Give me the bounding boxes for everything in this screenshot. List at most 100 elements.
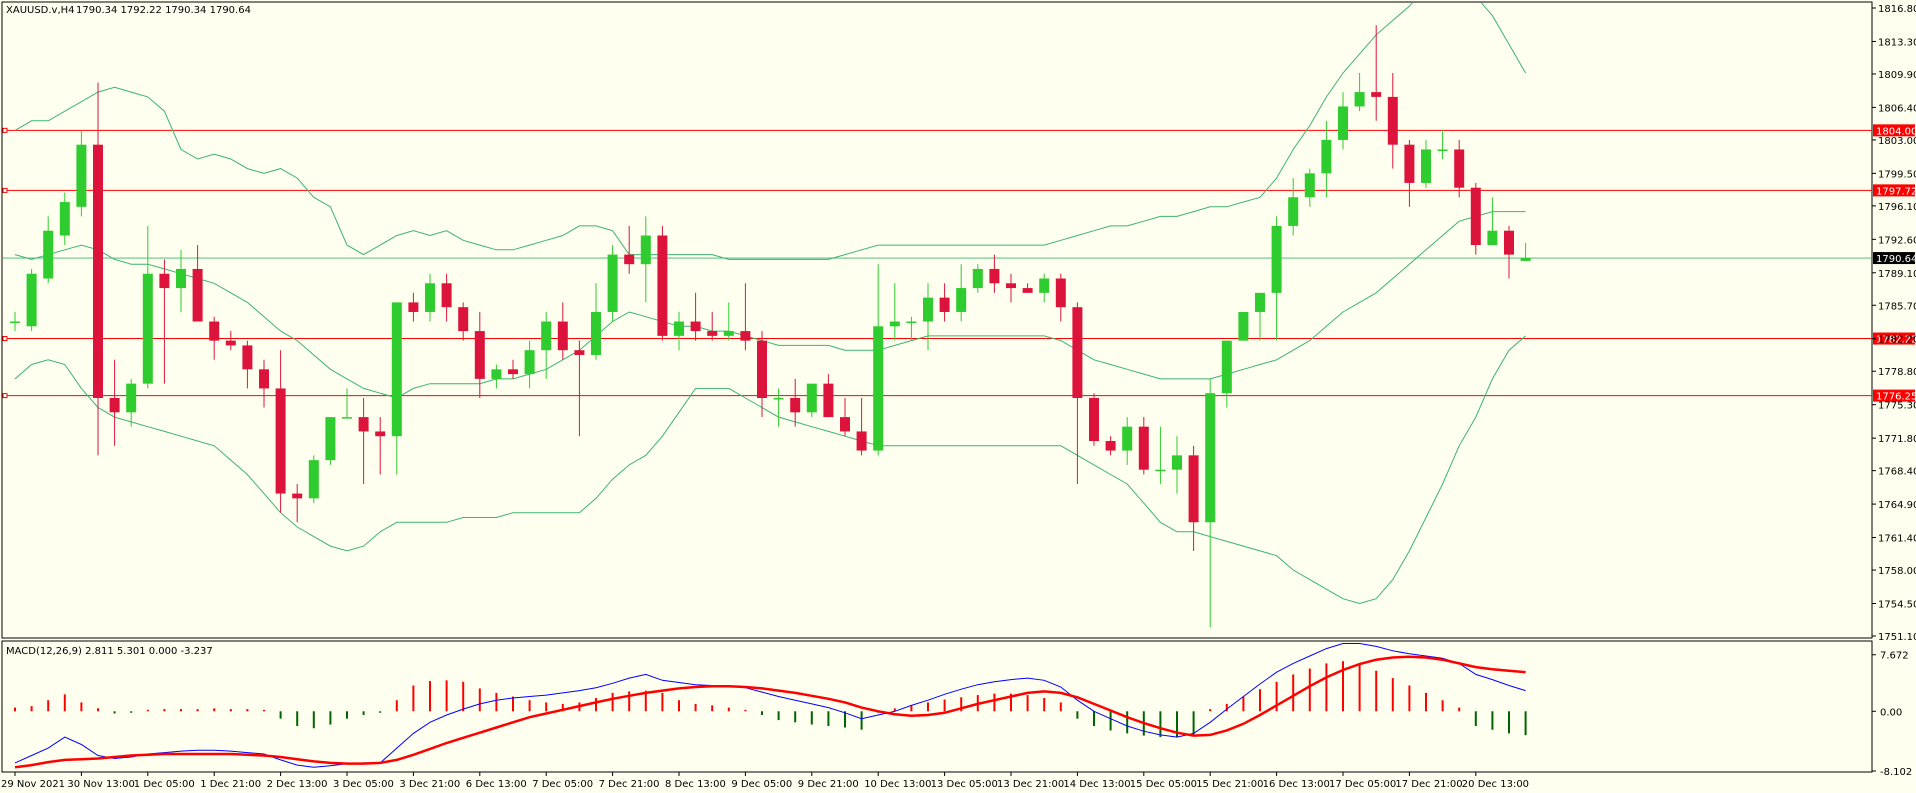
candle-body [856, 431, 867, 451]
candle-body [1520, 258, 1531, 261]
price-level-tag [1873, 332, 1915, 345]
candle-body [1188, 455, 1199, 523]
price-tick-label: 1775.30 [1878, 401, 1916, 412]
time-tick-label: 15 Dec 05:00 [1130, 779, 1197, 790]
candle-body [1321, 139, 1332, 174]
price-tick-label: 1796.10 [1878, 202, 1916, 213]
time-tick-label: 2 Dec 13:00 [267, 779, 328, 790]
candlesticks [10, 25, 1531, 628]
candle-body [906, 321, 917, 324]
price-level-tag [1873, 184, 1915, 197]
candle-body [142, 273, 153, 384]
time-tick-label: 13 Dec 21:00 [997, 779, 1064, 790]
candle-body [242, 345, 253, 370]
candle-body [441, 283, 452, 308]
price-tick-label: 1785.70 [1878, 301, 1916, 312]
price-level-anchor [2, 393, 8, 399]
candle-body [275, 388, 286, 494]
price-tick-label: 1816.80 [1878, 4, 1916, 15]
candle-body [1454, 149, 1465, 188]
price-tick-label: 1799.50 [1878, 169, 1916, 180]
price-tick-label: 1778.80 [1878, 367, 1916, 378]
candle-body [10, 321, 20, 324]
bollinger-upper-band [14, 3, 1527, 260]
candle-body [1470, 187, 1481, 246]
candle-body [1155, 469, 1166, 472]
time-axis: 29 Nov 2021 30 Nov 13:001 Dec 05:00 1 Dec … [1, 772, 1529, 790]
time-tick-label: 3 Dec 21:00 [399, 779, 460, 790]
bollinger-lower-band [14, 335, 1526, 605]
price-level-tag-label: 1797.72 [1876, 186, 1916, 197]
bollinger-middle-band [14, 211, 1526, 399]
time-tick-label: 7 Dec 21:00 [599, 779, 660, 790]
candle-body [342, 417, 352, 419]
candle-body [292, 493, 303, 499]
candle-body [640, 235, 651, 265]
candle-body [989, 268, 1000, 284]
candle-body [508, 369, 518, 375]
price-tick-label: 1792.60 [1878, 235, 1916, 246]
time-tick-label: 1 Dec 05:00 [134, 779, 195, 790]
price-tick-label: 1771.80 [1878, 434, 1916, 445]
price-tick-label: 1768.40 [1878, 467, 1916, 478]
candle-body [657, 235, 668, 336]
candle-body [325, 417, 336, 461]
candle-body [923, 297, 933, 322]
chart-symbol-label: XAUUSD.v,H4 [6, 5, 75, 16]
candle-body [1404, 144, 1415, 183]
candle-body [209, 321, 220, 341]
price-tick-label: 1813.30 [1878, 37, 1916, 48]
candle-body [1437, 149, 1448, 151]
candle-body [1371, 92, 1382, 97]
candle-body [557, 321, 568, 351]
candle-body [1006, 283, 1016, 289]
macd-header: MACD(12,26,9) 2.811 5.301 0.000 -3.237 [6, 646, 213, 657]
time-tick-label: 9 Dec 21:00 [798, 779, 859, 790]
candle-body [1172, 455, 1182, 470]
candle-body [840, 417, 850, 432]
candle-body [1039, 278, 1050, 293]
price-tick-label: 1751.10 [1878, 632, 1916, 643]
candle-body [458, 307, 469, 332]
candle-body [1271, 225, 1282, 293]
price-pane-border [1, 1, 1873, 639]
candle-body [823, 383, 834, 418]
candle-body [1022, 288, 1033, 293]
candle-body [176, 268, 186, 289]
macd-tick-label: 7.672 [1880, 651, 1909, 662]
macd-pane[interactable]: 7.672 0.00 -8.102 MACD(12,26,9) 2.811 5.30… [1, 640, 1912, 778]
time-tick-label: 1 Dec 21:00 [200, 779, 261, 790]
candle-body [757, 340, 767, 398]
macd-axis: 7.672 0.00 -8.102 [1872, 651, 1912, 778]
candle-body [474, 331, 485, 379]
price-tick-label: 1761.40 [1878, 534, 1916, 545]
price-pane[interactable]: 1804.00 1797.72 1782.22 1776.25 1790.64 1816… [1, 0, 1916, 643]
candle-body [1487, 230, 1498, 246]
price-level-anchor [2, 336, 8, 342]
candle-body [1504, 230, 1514, 255]
macd-tick-label: -8.102 [1880, 767, 1912, 778]
candle-body [1421, 149, 1431, 183]
price-tick-label: 1782.20 [1878, 335, 1916, 346]
macd-pane-border [1, 640, 1873, 773]
candle-body [259, 369, 269, 389]
candle-body [93, 144, 103, 398]
candle-body [873, 326, 884, 451]
time-tick-label: 3 Dec 05:00 [333, 779, 394, 790]
time-tick-label: 20 Dec 13:00 [1462, 779, 1529, 790]
candle-body [1387, 96, 1398, 145]
time-tick-label: 6 Dec 13:00 [466, 779, 527, 790]
candle-body [956, 288, 967, 312]
candle-body [674, 321, 684, 336]
candle-body [707, 331, 718, 336]
macd-lines [14, 643, 1526, 769]
time-tick-label: 9 Dec 05:00 [731, 779, 792, 790]
candle-body [889, 321, 900, 327]
candle-body [1255, 292, 1265, 312]
candle-body [491, 369, 502, 379]
price-tick-label: 1803.00 [1878, 136, 1916, 147]
candle-body [1055, 278, 1066, 308]
price-tick-label: 1754.50 [1878, 600, 1916, 611]
